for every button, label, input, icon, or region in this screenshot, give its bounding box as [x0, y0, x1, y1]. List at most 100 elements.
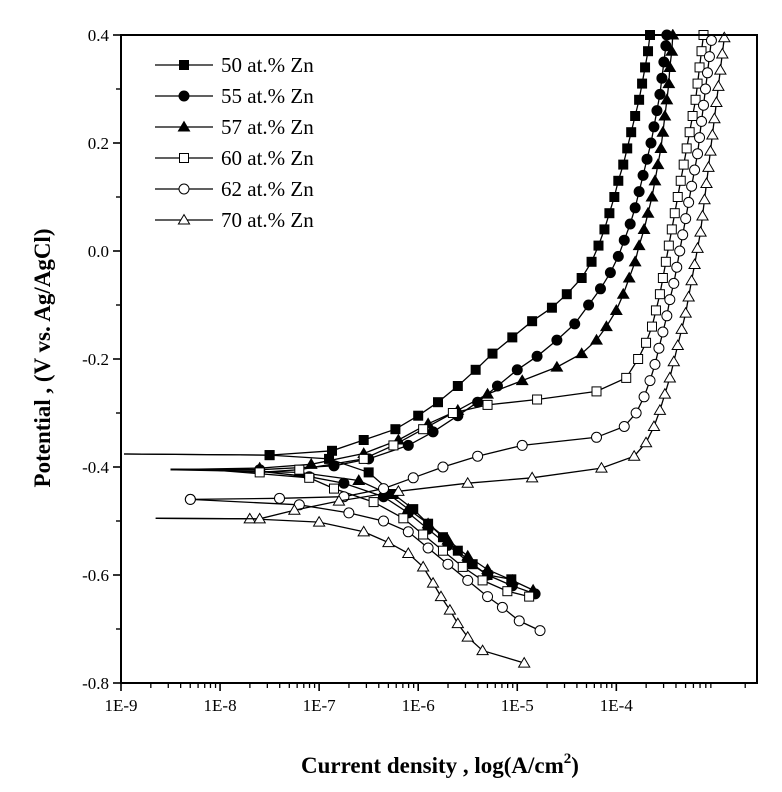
data-point — [388, 440, 399, 451]
data-point — [692, 148, 704, 160]
x-tick-label: 1E-7 — [303, 696, 337, 715]
data-point — [507, 332, 518, 343]
data-point — [332, 494, 346, 506]
data-point — [678, 159, 689, 170]
data-point — [630, 407, 642, 419]
data-point — [694, 62, 705, 73]
data-point — [461, 549, 475, 561]
data-point — [640, 62, 651, 73]
data-point — [694, 132, 706, 144]
x-axis-title: Current density , log(A/cm2) — [301, 751, 579, 778]
data-point — [591, 386, 602, 397]
data-point — [391, 484, 405, 496]
data-point — [590, 333, 603, 345]
data-point — [461, 630, 475, 642]
data-point — [684, 127, 695, 138]
data-point — [470, 364, 481, 375]
data-point — [690, 94, 701, 105]
data-point — [658, 56, 670, 68]
data-point — [715, 47, 729, 59]
data-point — [618, 159, 629, 170]
legend-label: 57 at.% Zn — [221, 115, 314, 139]
data-point — [609, 304, 623, 315]
data-point — [658, 109, 672, 121]
data-point — [599, 320, 613, 332]
data-point — [327, 445, 338, 456]
y-tick-label: -0.2 — [82, 350, 109, 369]
data-point — [653, 342, 665, 354]
data-point — [648, 174, 662, 186]
data-point — [595, 461, 608, 473]
data-point — [663, 61, 677, 72]
legend-item: 57 at.% Zn — [155, 115, 314, 139]
data-point — [664, 294, 676, 306]
legend-marker-circle-icon — [178, 90, 190, 102]
x-tick-label: 1E-4 — [600, 696, 634, 715]
data-point — [382, 536, 395, 548]
data-point — [665, 44, 679, 56]
data-point — [505, 574, 519, 585]
legend-item: 62 at.% Zn — [155, 177, 314, 201]
data-point — [452, 545, 463, 556]
data-point — [621, 372, 632, 383]
data-point — [328, 460, 340, 472]
data-point — [662, 77, 676, 89]
data-point — [378, 483, 390, 495]
data-point — [443, 603, 457, 615]
data-point — [609, 192, 620, 202]
data-point — [575, 347, 589, 359]
data-point — [641, 153, 653, 165]
data-point — [622, 143, 633, 154]
series-line-cathodic — [123, 453, 512, 580]
data-point — [390, 424, 401, 435]
data-point — [534, 625, 546, 637]
data-point — [702, 160, 715, 172]
data-point — [700, 177, 713, 189]
data-point — [683, 196, 695, 208]
data-point — [513, 615, 525, 627]
data-point — [551, 334, 563, 346]
data-point — [696, 209, 709, 221]
data-point — [476, 644, 490, 656]
data-point — [343, 507, 355, 519]
data-point — [698, 193, 711, 205]
data-point — [649, 358, 661, 370]
data-point — [421, 517, 435, 529]
data-point — [407, 472, 419, 484]
data-point — [496, 601, 508, 613]
data-point — [487, 348, 498, 359]
y-axis-title: Potential , (V vs. Ag/AgCl) — [30, 229, 55, 488]
series-line-cathodic — [170, 468, 536, 595]
data-point — [650, 305, 661, 316]
data-point — [680, 213, 692, 225]
data-point — [254, 467, 265, 478]
data-point — [691, 241, 705, 253]
data-point — [666, 224, 677, 235]
data-point — [531, 350, 543, 362]
data-point — [637, 169, 649, 181]
legend-label: 55 at.% Zn — [221, 84, 314, 108]
data-point — [669, 208, 680, 219]
data-point — [447, 408, 458, 418]
data-point — [713, 63, 727, 75]
data-point — [613, 175, 624, 186]
data-point — [437, 461, 449, 473]
data-point — [663, 371, 677, 383]
data-point — [641, 337, 652, 348]
data-point — [352, 474, 366, 486]
data-point — [433, 397, 444, 408]
data-point — [427, 426, 439, 438]
data-point — [442, 558, 454, 570]
legend-item: 55 at.% Zn — [155, 84, 314, 108]
data-point — [660, 256, 671, 267]
data-point — [658, 387, 672, 399]
series-60-at-zn — [210, 30, 709, 602]
data-point — [626, 127, 637, 138]
data-point — [338, 477, 350, 489]
data-point — [418, 529, 429, 540]
data-point — [668, 277, 680, 289]
data-point — [482, 591, 494, 603]
data-point — [707, 112, 721, 124]
data-point — [639, 436, 653, 448]
data-point — [253, 512, 267, 524]
